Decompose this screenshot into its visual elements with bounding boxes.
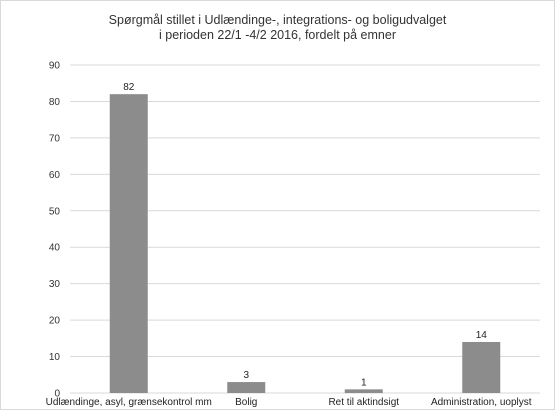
- y-tick-label-60: 60: [49, 170, 61, 181]
- y-tick-label-30: 30: [49, 279, 61, 290]
- y-tick-label-40: 40: [49, 243, 61, 254]
- chart-title-line-1: Spørgmål stillet i Udlændinge-, integrat…: [108, 13, 447, 27]
- category-label-0: Udlændinge, asyl, grænsekontrol mm: [46, 397, 212, 408]
- y-tick-label-10: 10: [49, 352, 61, 363]
- data-label-3: 14: [476, 330, 488, 341]
- category-label-3: Administration, uoplyst: [431, 397, 532, 408]
- data-label-1: 3: [243, 370, 249, 381]
- bar-2: [344, 389, 383, 393]
- data-label-2: 1: [361, 377, 367, 388]
- category-label-2: Ret til aktindsigt: [328, 397, 399, 408]
- bars: [109, 94, 501, 394]
- gridlines: [70, 64, 540, 394]
- x-axis-category-labels: Udlændinge, asyl, grænsekontrol mm Bolig R…: [46, 397, 532, 408]
- data-label-0: 82: [123, 82, 135, 93]
- y-tick-label-20: 20: [49, 316, 61, 327]
- y-tick-label-80: 80: [49, 97, 61, 108]
- data-labels: 82 3 1 14: [123, 82, 487, 388]
- bar-3: [462, 341, 501, 393]
- y-tick-label-0: 0: [54, 389, 60, 400]
- y-tick-label-70: 70: [49, 133, 61, 144]
- y-tick-label-90: 90: [49, 61, 61, 72]
- y-tick-label-50: 50: [49, 206, 61, 217]
- chart-title: Spørgmål stillet i Udlændinge-, integrat…: [0, 13, 555, 43]
- category-label-1: Bolig: [235, 397, 257, 408]
- chart-title-line-2: i perioden 22/1 -4/2 2016, fordelt på em…: [159, 28, 396, 42]
- bar-1: [227, 382, 266, 393]
- bar-0: [109, 94, 148, 394]
- y-axis-tick-labels: 0 10 20 30 40 50 60 70 80 90: [49, 61, 61, 400]
